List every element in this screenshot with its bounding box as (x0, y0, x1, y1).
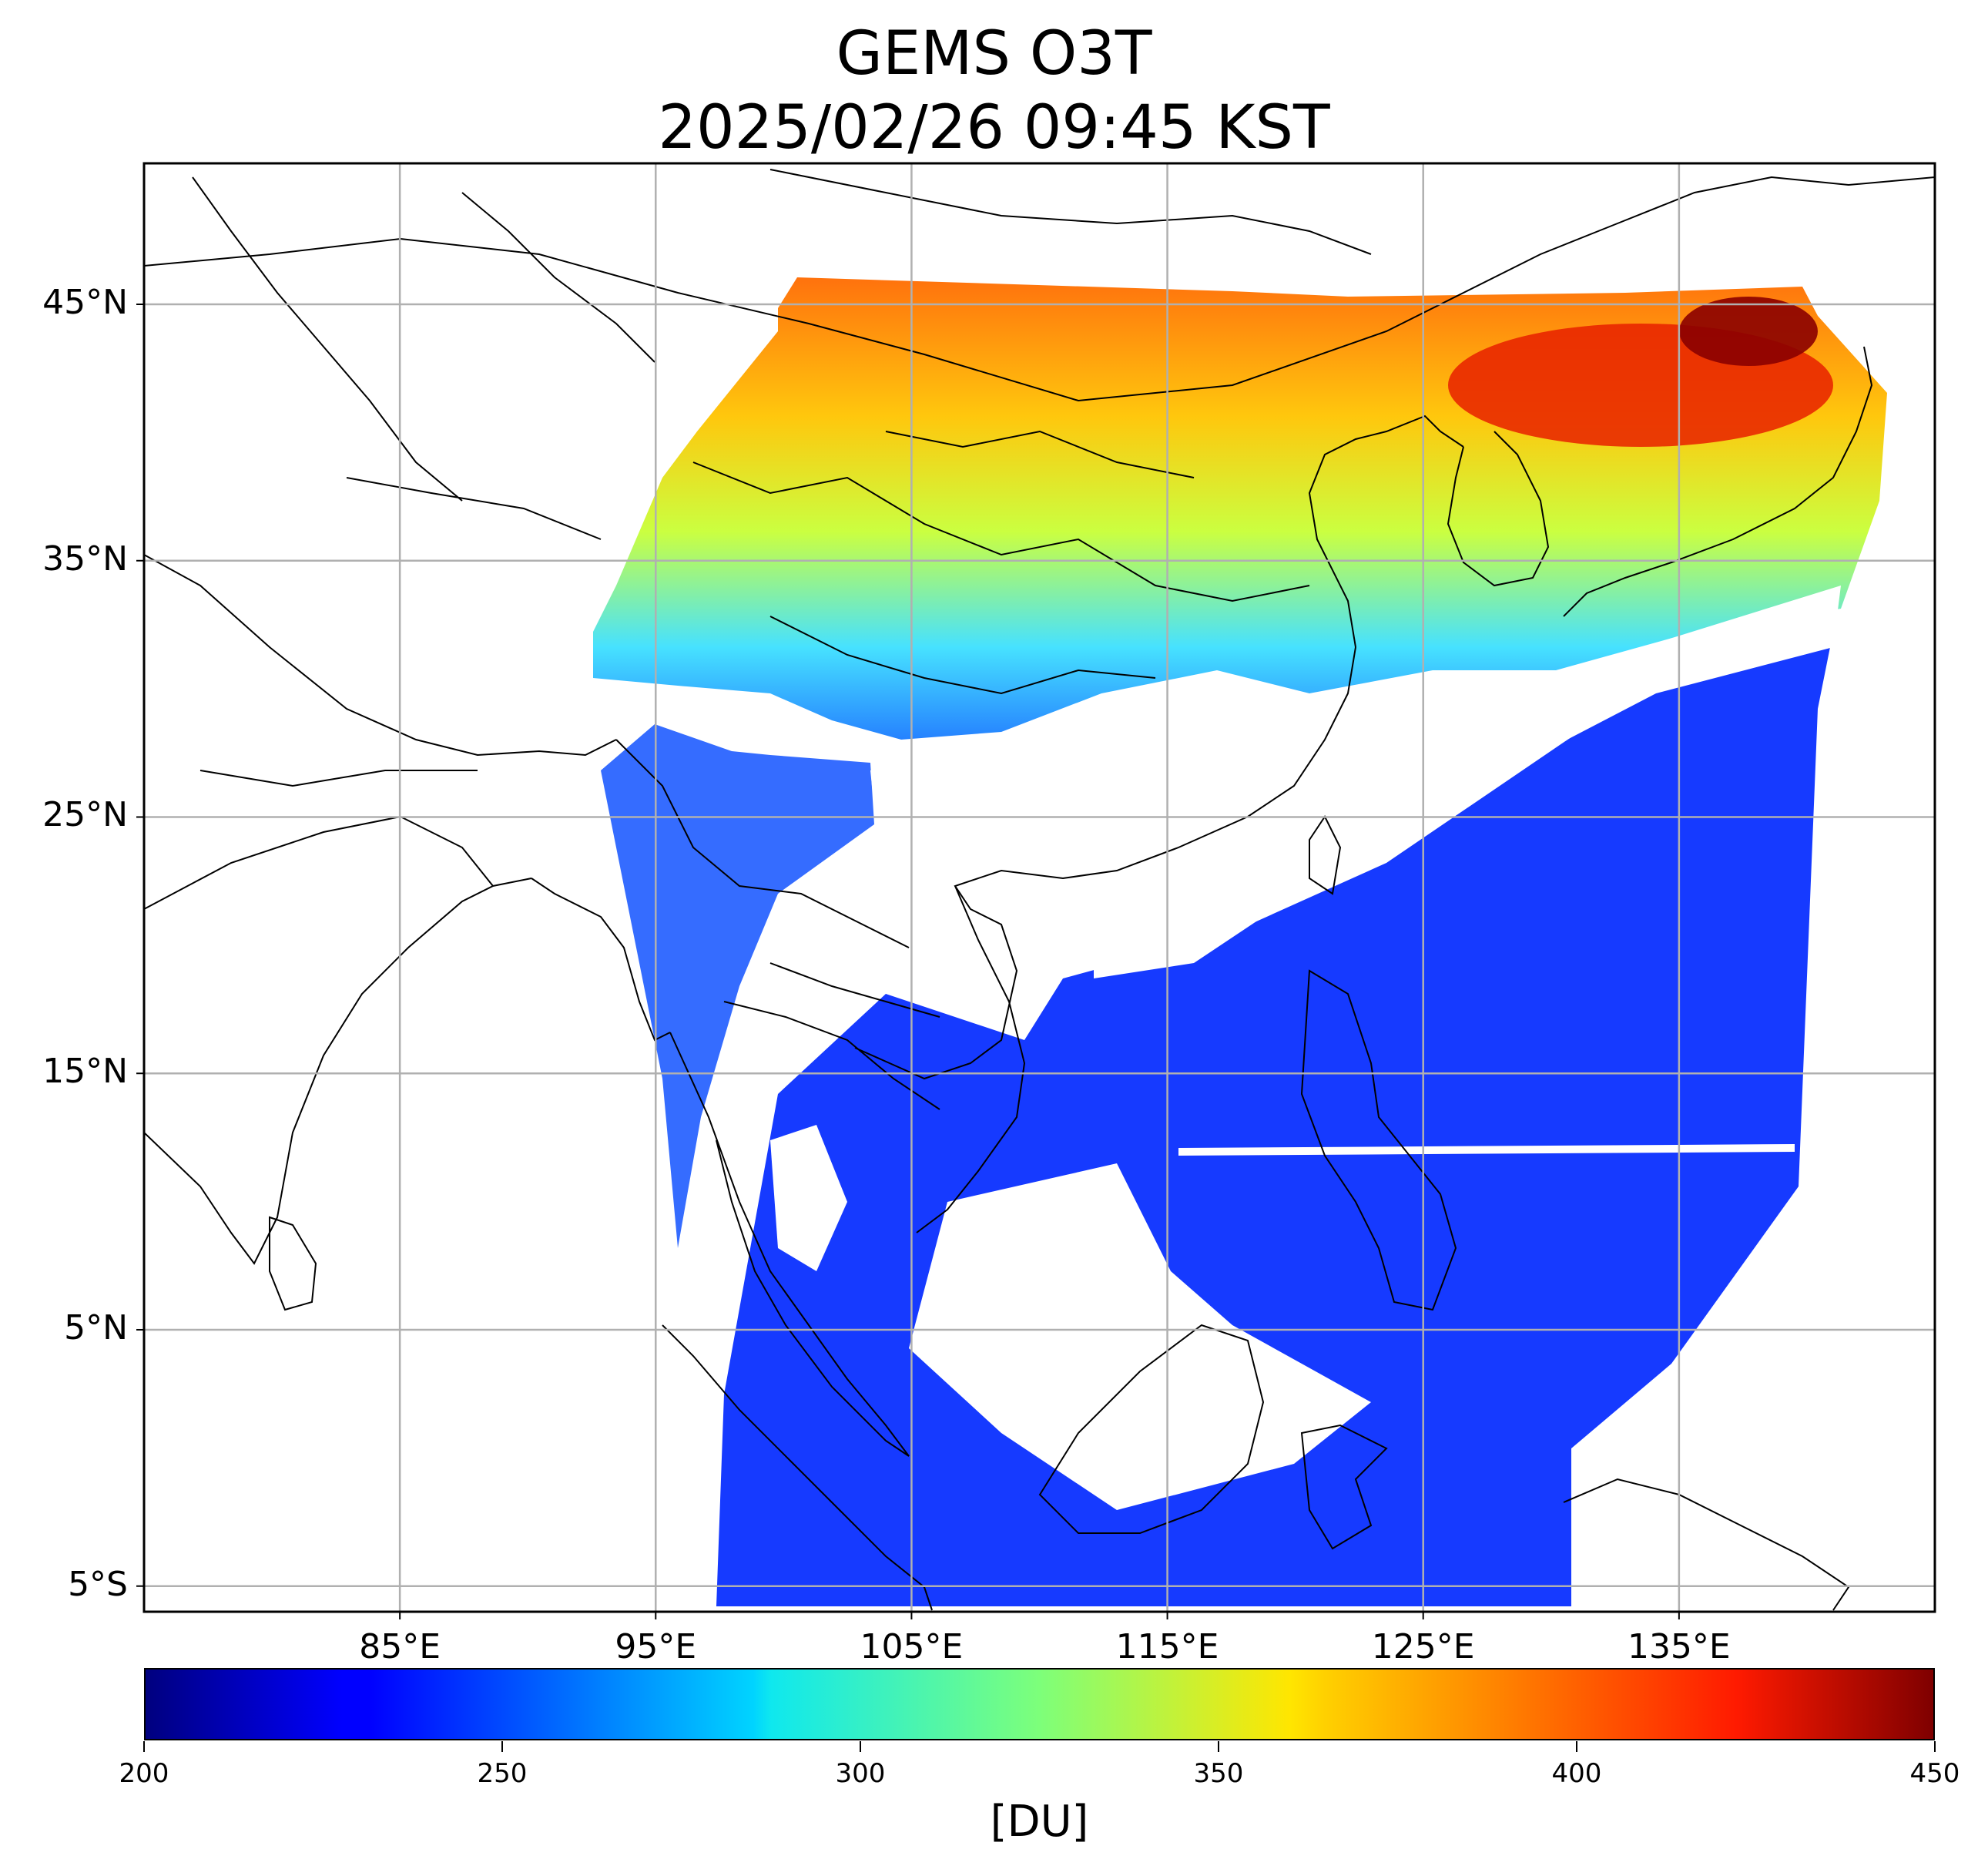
ozone-field (593, 277, 1887, 1606)
lon-tick-label: 125°E (1371, 1627, 1475, 1666)
coast-sri-lanka (269, 1216, 317, 1311)
map-area (144, 163, 1935, 1612)
no-data-gap-south (909, 1163, 1371, 1510)
coast-bay-of-bengal (531, 878, 671, 1042)
colorbar-tick-label: 200 (119, 1758, 169, 1789)
no-data-gap-east (1094, 586, 1841, 978)
lat-tick-label: 5°S (68, 1564, 128, 1604)
border-china-north (144, 176, 1935, 402)
colorbar-tick-label: 300 (835, 1758, 886, 1789)
map-frame (142, 162, 1936, 1613)
coast-vietnam (916, 885, 1026, 1233)
colorbar-tick (143, 1741, 145, 1752)
lat-tick-label: 45°N (42, 283, 128, 322)
no-data-strip (1178, 1144, 1795, 1156)
ozone-swath-west (601, 724, 874, 1248)
lat-tick-label: 25°N (42, 795, 128, 835)
colorbar-tick (501, 1741, 503, 1752)
title-line-product: GEMS O3T (836, 19, 1152, 89)
coastlines (144, 169, 1935, 1611)
ozone-peak (1679, 297, 1818, 366)
colorbar-tick (1576, 1741, 1577, 1752)
border-mongolia (769, 169, 1372, 255)
border-china-inner (692, 430, 1310, 695)
colorbar-tick-label: 250 (477, 1758, 528, 1789)
coast-east-china (1308, 414, 1464, 648)
lat-tick-label: 35°N (42, 539, 128, 579)
colorbar-tick-label: 450 (1909, 1758, 1960, 1789)
lon-tick-label: 105°E (860, 1627, 964, 1666)
coast-malay-peninsula (669, 1032, 910, 1457)
coast-philippines (1300, 969, 1457, 1311)
coast-sumatra (662, 1324, 933, 1611)
coast-sulawesi (1300, 1424, 1388, 1550)
no-data-gap-indochina (770, 1125, 847, 1271)
coast-new-guinea (1563, 1478, 1850, 1611)
colorbar-tick-label: 350 (1193, 1758, 1244, 1789)
lon-tick-label: 95°E (615, 1627, 697, 1666)
no-data-gap-china (870, 693, 1386, 955)
coast-korea (1447, 431, 1550, 587)
colorbar-unit-label: [DU] (990, 1797, 1089, 1847)
colorbar-tick (1934, 1741, 1936, 1752)
border-southeast-asia (615, 739, 940, 1110)
border-central-asia (192, 176, 655, 540)
colorbar-tick (1218, 1741, 1219, 1752)
lat-tick-label: 5°N (64, 1307, 128, 1347)
colorbar (144, 1668, 1935, 1740)
lon-tick-label: 115°E (1115, 1627, 1219, 1666)
colorbar-tick (860, 1741, 861, 1752)
lon-tick-label: 85°E (359, 1627, 441, 1666)
coast-india (144, 878, 532, 1265)
gridlines (144, 163, 1935, 1612)
colorbar-tick-label: 400 (1551, 1758, 1602, 1789)
coast-indochina (854, 646, 1356, 1080)
coast-borneo (1038, 1324, 1265, 1534)
lon-tick-label: 135°E (1627, 1627, 1731, 1666)
lat-tick-label: 15°N (42, 1052, 128, 1092)
border-india-inner (144, 770, 494, 910)
border-himalaya (144, 554, 617, 757)
coast-japan (1563, 346, 1873, 617)
axis-ticks (136, 304, 1680, 1619)
coast-taiwan (1309, 815, 1342, 895)
chart-title: GEMS O3T 2025/02/26 09:45 KST (0, 17, 1988, 165)
title-line-datetime: 2025/02/26 09:45 KST (658, 93, 1330, 163)
